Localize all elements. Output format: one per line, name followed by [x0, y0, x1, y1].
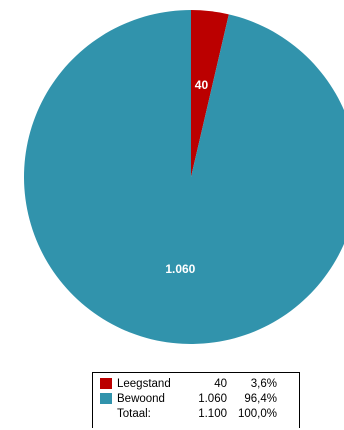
legend-value: 40: [214, 377, 227, 390]
pie-slice-bewoond: [24, 10, 344, 344]
legend-swatch-leegstand: [100, 378, 112, 389]
legend-percent: 3,6%: [250, 377, 277, 390]
legend-total: Totaal: 1.100 100,0%: [93, 406, 299, 421]
legend: Leegstand 40 3,6% Bewoond 1.060 96,4% To…: [92, 372, 300, 428]
slice-value-label: 1.060: [165, 262, 195, 276]
legend-total-value: 1.100: [198, 407, 227, 420]
legend-item-leegstand: Leegstand 40 3,6%: [93, 376, 299, 391]
legend-label: Bewoond: [117, 392, 165, 405]
legend-total-label: Totaal:: [117, 407, 151, 420]
legend-item-bewoond: Bewoond 1.060 96,4%: [93, 391, 299, 406]
legend-swatch-bewoond: [100, 393, 112, 404]
legend-total-percent: 100,0%: [237, 407, 277, 420]
pie-chart: 40 1.060: [24, 10, 344, 344]
legend-percent: 96,4%: [244, 392, 277, 405]
legend-label: Leegstand: [117, 377, 171, 390]
pie-slice-leegstand: [191, 10, 229, 177]
legend-value: 1.060: [198, 392, 227, 405]
slice-value-label: 40: [195, 78, 209, 92]
